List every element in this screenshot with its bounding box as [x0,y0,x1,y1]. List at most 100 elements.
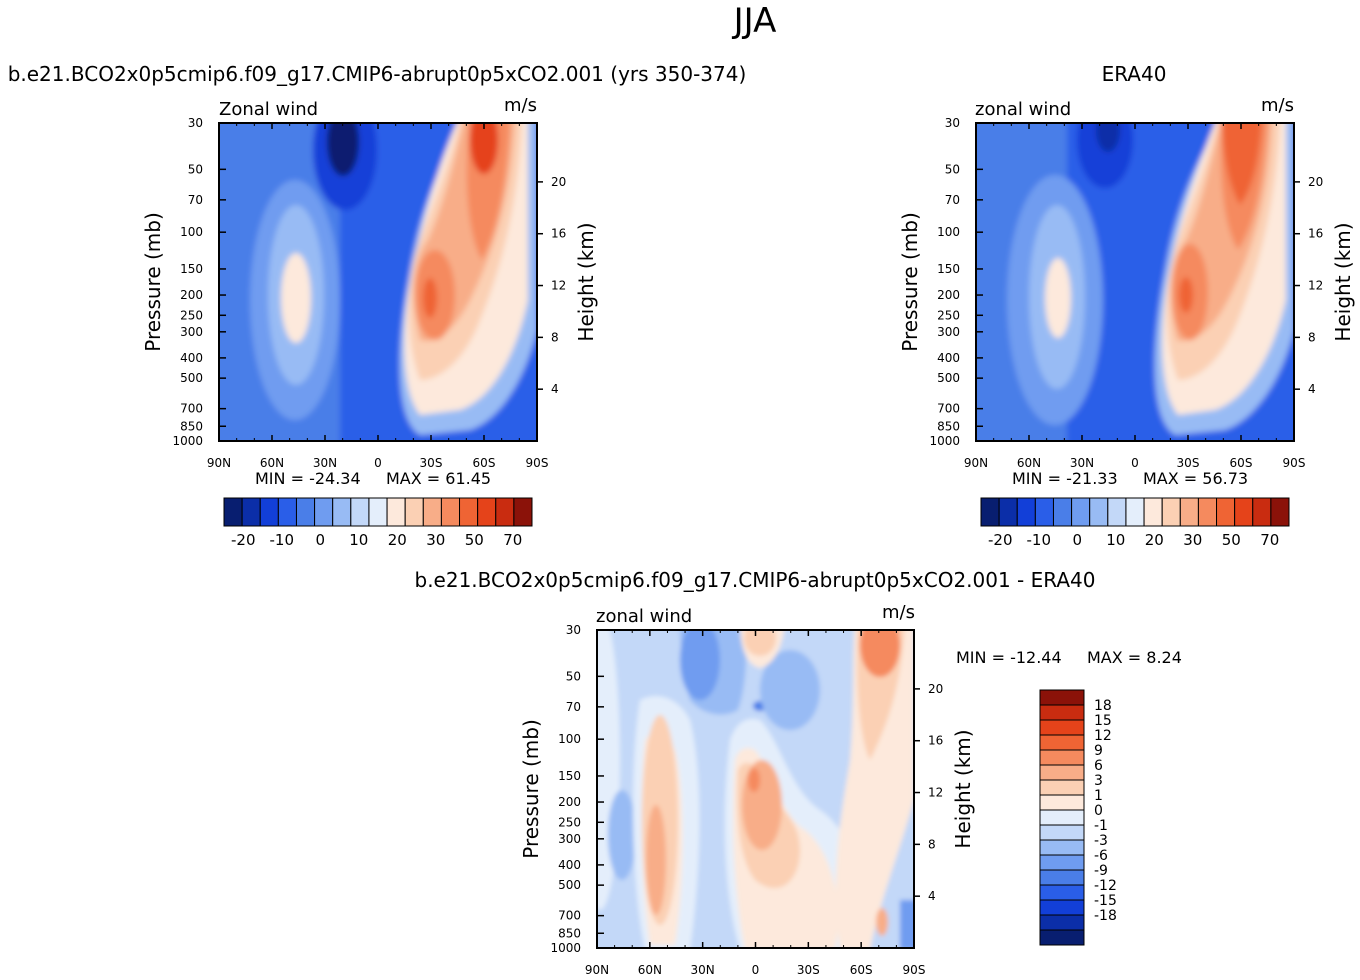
x-tick-label: 60N [638,963,662,977]
y-right-tick-label: 20 [1308,175,1323,189]
y-tick-label: 500 [180,371,203,385]
y-tick-label: 200 [180,288,203,302]
x-tick-label: 30N [691,963,715,977]
y-tick-label: 30 [188,116,203,130]
obs-panel: ERA40 zonal wind m/s 90 [898,62,1355,549]
colorbar-label: 30 [1183,531,1202,549]
y-right-tick-label: 16 [1308,227,1323,241]
colorbar-swatch [259,497,279,527]
colorbar-label: -6 [1094,848,1108,864]
colorbar-swatch [1071,497,1091,527]
y-right-tick-label: 16 [551,227,566,241]
y-tick-label: 250 [180,308,203,322]
colorbar-swatch [1107,497,1127,527]
y-tick-label: 400 [180,351,203,365]
colorbar-swatch [1089,497,1109,527]
y-tick-label: 100 [937,225,960,239]
obs-y-axis-label: Pressure (mb) [898,212,922,352]
model-panel: b.e21.BCO2x0p5cmip6.f09_g17.CMIP6-abrupt… [8,62,747,549]
y-tick-label: 500 [558,878,581,892]
colorbar-swatch [1039,884,1085,901]
obs-max-text: MAX = 56.73 [1143,469,1248,488]
colorbar-swatch [1052,497,1073,527]
y-right-tick-label: 4 [551,382,559,396]
y-right-tick-label: 8 [928,837,936,851]
colorbar-swatch [1039,809,1085,826]
obs-left-label: zonal wind [975,99,1071,120]
colorbar-label: -3 [1094,833,1108,849]
colorbar-label: -18 [1094,908,1117,924]
colorbar-swatch [1039,854,1085,871]
colorbar-swatch [1016,497,1036,527]
x-tick-label: 0 [1131,456,1139,470]
x-tick-label: 60N [1017,456,1041,470]
x-tick-label: 30S [797,963,820,977]
colorbar-swatch [1039,899,1085,916]
y-tick-label: 100 [180,225,203,239]
colorbar-swatch [459,497,479,527]
y-tick-label: 700 [937,402,960,416]
y-tick-label: 70 [945,193,960,207]
colorbar-label: -15 [1094,893,1117,909]
y-tick-label: 250 [558,815,581,829]
y-tick-label: 300 [558,832,581,846]
colorbar-label: 20 [1145,531,1164,549]
colorbar-swatch [1252,497,1272,527]
y-right-tick-label: 12 [928,786,943,800]
y-right-tick-label: 16 [928,734,943,748]
diff-y-axis-label: Pressure (mb) [519,719,543,859]
colorbar-swatch [1039,749,1085,766]
colorbar-swatch [477,497,497,527]
obs-contour-field [976,123,1294,441]
colorbar-swatch [314,497,334,527]
obs-panel-title: ERA40 [1102,62,1167,86]
obs-y-right-axis-label: Height (km) [1331,222,1355,341]
y-tick-label: 300 [937,325,960,339]
colorbar-label: 3 [1094,773,1103,789]
diff-y-right-axis-label: Height (km) [951,729,975,848]
y-right-tick-label: 20 [928,682,943,696]
model-y-axis-label: Pressure (mb) [141,212,165,352]
colorbar-swatch [1179,497,1199,527]
colorbar-swatch [1039,734,1085,751]
y-tick-label: 400 [937,351,960,365]
diff-panel: b.e21.BCO2x0p5cmip6.f09_g17.CMIP6-abrupt… [415,568,1182,977]
y-right-tick-label: 8 [1308,330,1316,344]
colorbar-swatch [277,497,297,527]
colorbar-swatch [1034,497,1054,527]
model-left-label: Zonal wind [219,99,318,120]
colorbar-swatch [404,497,424,527]
model-y-right-axis-label: Height (km) [574,222,598,341]
colorbar-swatch [513,497,533,527]
colorbar-label: 18 [1094,698,1112,714]
model-max-text: MAX = 61.45 [386,469,491,488]
colorbar-label: 6 [1094,758,1103,774]
y-tick-label: 50 [188,162,203,176]
colorbar-label: 9 [1094,743,1103,759]
y-tick-label: 70 [188,193,203,207]
y-tick-label: 1000 [929,434,960,448]
y-tick-label: 150 [558,769,581,783]
diff-min-text: MIN = -12.44 [956,648,1062,667]
colorbar-swatch [440,497,461,527]
colorbar-swatch [1039,719,1085,736]
y-tick-label: 500 [937,371,960,385]
colorbar-label: -10 [1027,531,1052,549]
y-tick-label: 1000 [550,941,581,955]
x-tick-label: 90N [207,456,231,470]
colorbar-swatch [350,497,370,527]
colorbar-swatch [1039,779,1085,796]
colorbar-label: 70 [503,531,522,549]
model-contour-field [219,123,537,441]
x-tick-label: 0 [374,456,382,470]
y-tick-label: 50 [566,669,581,683]
colorbar-swatch [1039,824,1085,841]
x-tick-label: 90N [585,963,609,977]
colorbar-label: 20 [388,531,407,549]
y-tick-label: 250 [937,308,960,322]
colorbar-swatch [295,497,316,527]
colorbar-swatch [1039,914,1085,931]
colorbar-label: -1 [1094,818,1108,834]
obs-min-text: MIN = -21.33 [1012,469,1118,488]
